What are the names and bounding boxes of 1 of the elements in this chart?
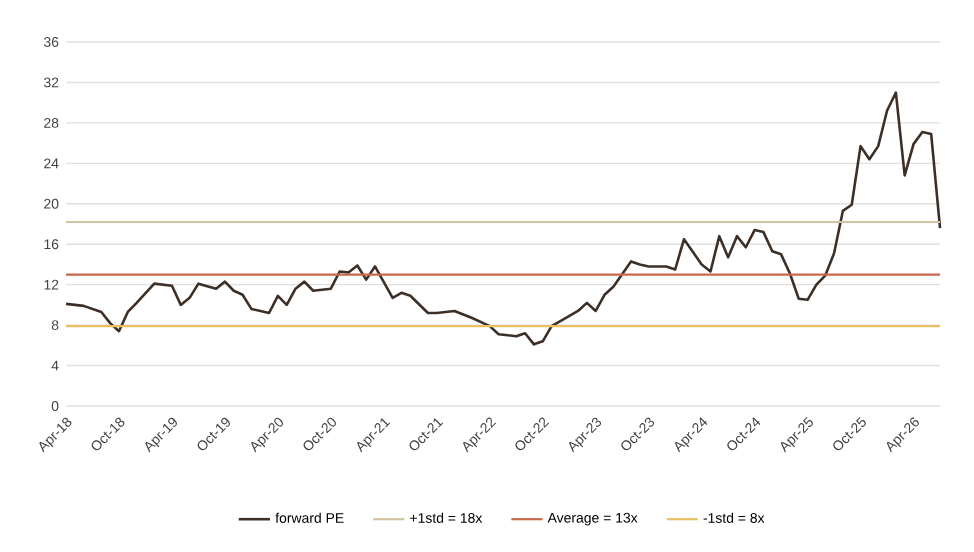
line-series [64,91,942,346]
